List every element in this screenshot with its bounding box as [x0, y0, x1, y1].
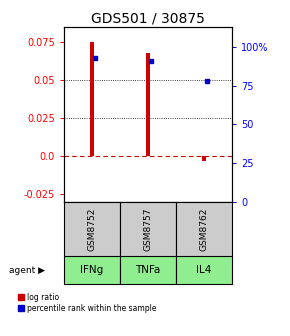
Text: TNFa: TNFa: [135, 265, 161, 275]
Text: GSM8757: GSM8757: [143, 208, 153, 251]
Text: agent ▶: agent ▶: [9, 266, 45, 275]
FancyBboxPatch shape: [120, 256, 176, 284]
FancyBboxPatch shape: [120, 202, 176, 257]
Text: IL4: IL4: [196, 265, 212, 275]
Text: GSM8762: GSM8762: [200, 208, 209, 251]
Text: GSM8752: GSM8752: [87, 208, 96, 251]
Legend: log ratio, percentile rank within the sample: log ratio, percentile rank within the sa…: [18, 293, 156, 313]
FancyBboxPatch shape: [176, 256, 232, 284]
FancyBboxPatch shape: [64, 202, 120, 257]
Bar: [90, 42, 94, 156]
Bar: [202, 156, 206, 161]
Text: IFNg: IFNg: [80, 265, 104, 275]
FancyBboxPatch shape: [64, 256, 120, 284]
Bar: [146, 53, 150, 156]
FancyBboxPatch shape: [176, 202, 232, 257]
Title: GDS501 / 30875: GDS501 / 30875: [91, 12, 205, 26]
